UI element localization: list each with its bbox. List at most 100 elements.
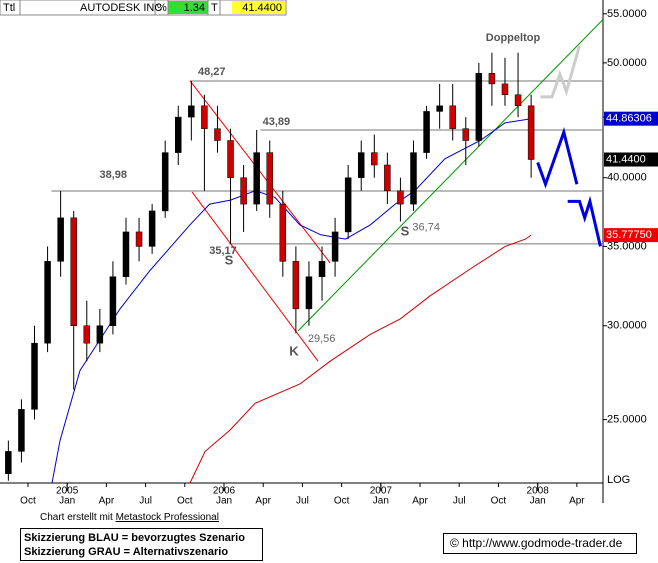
candle-body bbox=[462, 128, 470, 141]
y-tick-label: 30.0000 bbox=[607, 320, 647, 332]
credit-link: Metastock Professional bbox=[116, 512, 219, 523]
x-tick-label: Apr bbox=[412, 496, 428, 507]
candle-body bbox=[18, 409, 25, 452]
candle-body bbox=[253, 152, 260, 205]
price-tag bbox=[604, 152, 658, 167]
candle-body bbox=[31, 342, 38, 410]
x-tick-label: Oct bbox=[491, 496, 507, 507]
annotation: K bbox=[289, 343, 299, 358]
x-tick-label: Oct bbox=[20, 496, 36, 507]
level-label: 48,27 bbox=[198, 66, 226, 78]
header-field: AUTODESK INC bbox=[80, 2, 162, 14]
candle-body bbox=[135, 231, 143, 247]
candle-body bbox=[397, 190, 404, 205]
change-cell bbox=[168, 1, 208, 14]
credit-prefix: Chart erstellt mit bbox=[40, 512, 113, 523]
candle-body bbox=[109, 276, 117, 326]
candle-body bbox=[240, 177, 247, 205]
level-label: 43,89 bbox=[263, 116, 291, 128]
price-tag-label: 44.86306 bbox=[606, 113, 652, 125]
candle-body bbox=[488, 73, 496, 85]
low-label: 36,74 bbox=[412, 221, 440, 233]
scenario bbox=[567, 195, 602, 247]
x-tick-label: Oct bbox=[177, 496, 193, 507]
annotation: Doppeltop bbox=[486, 32, 541, 44]
x-tick-label: Apr bbox=[569, 496, 585, 507]
candle-body bbox=[57, 217, 64, 262]
x-tick-label: Jul bbox=[296, 496, 309, 507]
candle-body bbox=[423, 111, 430, 153]
legend-line: Skizzierung BLAU = bevorzugtes Szenario bbox=[24, 532, 245, 544]
candle-body bbox=[188, 105, 195, 118]
y-tick-label: 50.0000 bbox=[607, 57, 647, 69]
header-field: 1.34 bbox=[184, 2, 205, 14]
header-field: 41.4400 bbox=[242, 2, 282, 14]
legend-line: Skizzierung GRAU = Alternativszenario bbox=[24, 546, 228, 558]
header-field: % bbox=[157, 2, 167, 14]
candle-body bbox=[279, 203, 287, 262]
year-label: 2006 bbox=[213, 486, 236, 497]
candle-body bbox=[514, 94, 522, 107]
candle-body bbox=[83, 325, 91, 344]
price-cell bbox=[232, 1, 285, 14]
price-tag bbox=[604, 111, 658, 126]
credit: Chart erstellt mit Metastock Professiona… bbox=[40, 512, 219, 523]
header-field: Ttl bbox=[3, 2, 15, 14]
candle-body bbox=[331, 231, 339, 262]
trendline bbox=[191, 191, 319, 362]
y-tick-label: 55.0000 bbox=[607, 8, 647, 20]
trendline bbox=[189, 80, 331, 264]
candle-body bbox=[344, 177, 352, 233]
x-tick-label: Jan bbox=[216, 496, 232, 507]
y-tick-label: 35.0000 bbox=[607, 240, 647, 252]
x-tick-label: Jul bbox=[139, 496, 152, 507]
low-label: 29,56 bbox=[308, 333, 336, 345]
candle-body bbox=[410, 152, 417, 205]
annotation: S bbox=[401, 223, 410, 238]
x-tick-label: Jan bbox=[59, 496, 75, 507]
moving-average bbox=[51, 118, 532, 484]
candle-body bbox=[5, 451, 12, 475]
candle-body bbox=[305, 276, 313, 310]
candle-body bbox=[501, 83, 509, 95]
price-tag-label: 41.4400 bbox=[606, 153, 646, 165]
annotation: S bbox=[225, 252, 234, 267]
candle-body bbox=[96, 325, 104, 344]
candle-body bbox=[201, 105, 208, 129]
candle-body bbox=[227, 140, 234, 178]
candle-body bbox=[122, 231, 130, 277]
candle-body bbox=[357, 152, 365, 178]
x-tick-label: Jan bbox=[530, 496, 546, 507]
candle-body bbox=[266, 152, 273, 205]
x-tick-label: Apr bbox=[99, 496, 115, 507]
y-tick-label: 40.0000 bbox=[607, 172, 647, 184]
moving-average bbox=[189, 234, 532, 484]
header-box bbox=[0, 0, 287, 16]
y-tick-label: 25.0000 bbox=[607, 413, 647, 425]
trendline bbox=[297, 19, 604, 332]
candle-body bbox=[384, 164, 391, 191]
x-tick-label: Jan bbox=[373, 496, 389, 507]
x-tick-label: Oct bbox=[334, 496, 350, 507]
year-label: 2008 bbox=[527, 486, 550, 497]
candle-body bbox=[214, 128, 221, 141]
candle-body bbox=[44, 261, 51, 344]
candle-body bbox=[527, 105, 535, 160]
scenario bbox=[536, 127, 579, 189]
candle-body bbox=[371, 152, 378, 166]
candle-body bbox=[475, 73, 483, 141]
price-tag-label: 35.77750 bbox=[606, 229, 652, 241]
legend-box bbox=[20, 528, 263, 561]
candle-body bbox=[318, 261, 326, 277]
candle-body bbox=[449, 105, 456, 129]
scale-label: LOG bbox=[607, 474, 630, 486]
candle-body bbox=[292, 261, 300, 310]
x-tick-label: Jul bbox=[453, 496, 466, 507]
url-box bbox=[443, 533, 637, 554]
candle-body bbox=[161, 152, 169, 212]
header-field: T bbox=[211, 2, 218, 14]
candle-body bbox=[436, 105, 443, 112]
year-label: 2007 bbox=[370, 486, 393, 497]
